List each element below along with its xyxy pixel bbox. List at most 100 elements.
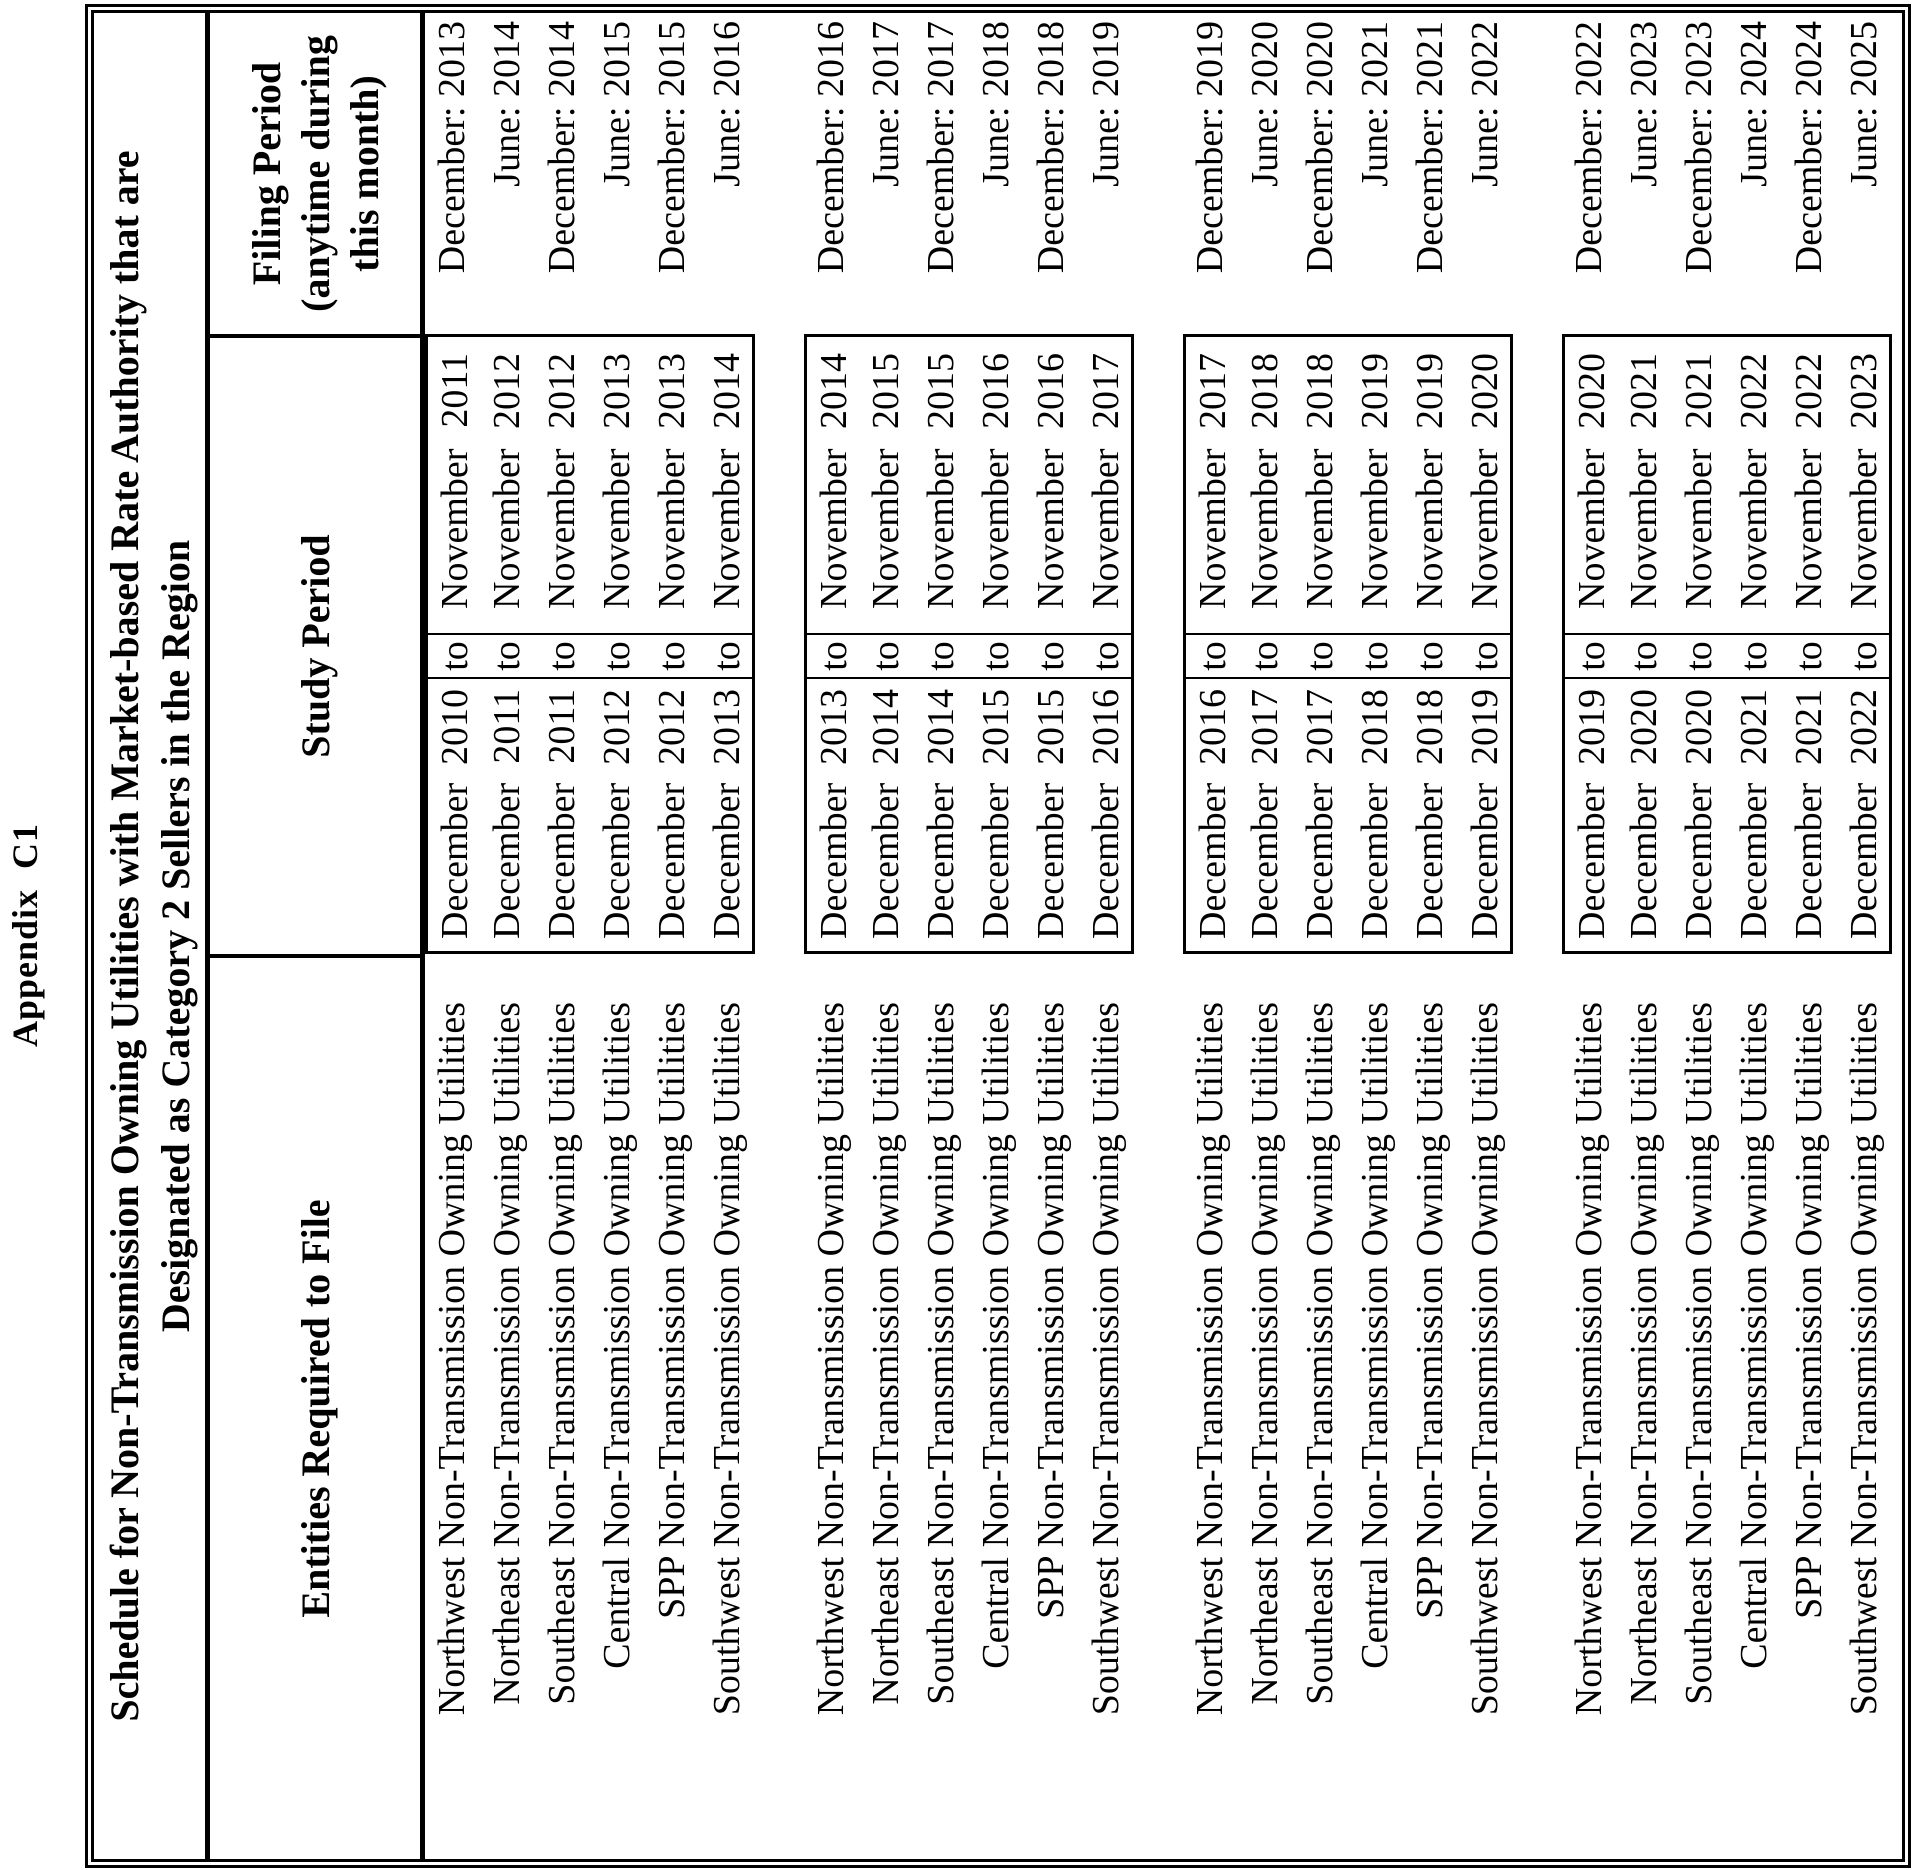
study-period-cell: December 2010 to November 2011 <box>425 334 480 954</box>
study-period-cell: December 2014 to November 2015 <box>914 334 969 954</box>
study-end-segment: November 2018 <box>1238 337 1293 633</box>
study-start-segment: December 2022 <box>1837 679 1889 951</box>
table-title-line2: Designated as Category 2 Sellers in the … <box>153 539 198 1333</box>
study-end-month: November <box>1788 448 1830 609</box>
study-start-segment: December 2012 <box>645 679 700 951</box>
study-start-month: December <box>920 782 962 939</box>
study-start-month: December <box>975 782 1017 939</box>
study-end-month: November <box>1733 448 1775 609</box>
study-start-segment: December 2017 <box>1238 679 1293 951</box>
filing-period-cell: June: 2020 <box>1244 21 1286 187</box>
study-start-year: 2021 <box>1733 689 1775 765</box>
study-end-month: November <box>1464 448 1506 609</box>
study-start-month: December <box>1733 782 1775 939</box>
study-start-year: 2015 <box>975 689 1017 765</box>
entity-cell: Northwest Non-Transmission Owning Utilit… <box>810 1002 852 1716</box>
study-period-cell: December 2019 to November 2020 <box>1562 334 1617 954</box>
study-end-segment: November 2014 <box>700 337 752 633</box>
study-end-year: 2014 <box>813 353 855 429</box>
study-to-label: to <box>859 633 914 679</box>
study-start-segment: December 2011 <box>535 679 590 951</box>
study-start-segment: December 2012 <box>590 679 645 951</box>
table-row: Southeast Non-Transmission Owning Utilit… <box>914 13 969 1859</box>
table-row: Central Non-Transmission Owning Utilitie… <box>590 13 645 1859</box>
study-end-segment: November 2019 <box>1403 337 1458 633</box>
filing-period-cell: December: 2023 <box>1678 21 1720 274</box>
header-filing-line1: Filing Period <box>243 61 289 286</box>
study-start-month: December <box>1354 782 1396 939</box>
study-start-year: 2014 <box>920 689 962 765</box>
filing-period-cell: June: 2023 <box>1623 21 1665 187</box>
entity-cell: Central Non-Transmission Owning Utilitie… <box>1733 1002 1775 1669</box>
study-end-segment: November 2020 <box>1565 337 1617 633</box>
entity-cell: Northeast Non-Transmission Owning Utilit… <box>486 1002 528 1705</box>
study-to-label: to <box>969 633 1024 679</box>
study-end-month: November <box>975 448 1017 609</box>
study-start-month: December <box>1244 782 1286 939</box>
study-to-label: to <box>1024 633 1079 679</box>
study-end-segment: November 2021 <box>1672 337 1727 633</box>
entity-cell: Central Non-Transmission Owning Utilitie… <box>596 1002 638 1669</box>
study-end-month: November <box>541 448 583 609</box>
header-entities: Entities Required to File <box>210 954 420 1859</box>
study-to-label: to <box>535 633 590 679</box>
study-end-year: 2011 <box>434 353 476 428</box>
table-row: Northwest Non-Transmission Owning Utilit… <box>1183 13 1238 1859</box>
study-start-month: December <box>1678 782 1720 939</box>
study-start-month: December <box>813 782 855 939</box>
study-to-label: to <box>1238 633 1293 679</box>
study-end-year: 2013 <box>596 353 638 429</box>
study-to-label: to <box>1565 633 1617 679</box>
study-start-month: December <box>434 782 476 939</box>
study-to-label: to <box>480 633 535 679</box>
study-to-label: to <box>1079 633 1131 679</box>
study-start-year: 2013 <box>706 689 748 765</box>
study-start-year: 2011 <box>486 689 528 764</box>
study-start-segment: December 2021 <box>1782 679 1837 951</box>
filing-period-cell: June: 2018 <box>975 21 1017 187</box>
study-end-segment: November 2022 <box>1782 337 1837 633</box>
study-to-label: to <box>1348 633 1403 679</box>
study-end-year: 2012 <box>486 353 528 429</box>
table-row: Southwest Non-Transmission Owning Utilit… <box>1837 13 1892 1859</box>
study-end-month: November <box>434 448 476 609</box>
study-start-month: December <box>1299 782 1341 939</box>
study-period-cell: December 2012 to November 2013 <box>645 334 700 954</box>
study-end-year: 2016 <box>975 353 1017 429</box>
study-to-label: to <box>1403 633 1458 679</box>
study-end-year: 2015 <box>920 353 962 429</box>
header-filing-line2: (anytime during <box>292 35 338 312</box>
study-end-month: November <box>1678 448 1720 609</box>
filing-period-cell: December: 2024 <box>1788 21 1830 274</box>
table-row: Central Non-Transmission Owning Utilitie… <box>1727 13 1782 1859</box>
study-start-segment: December 2016 <box>1186 679 1238 951</box>
study-to-label: to <box>914 633 969 679</box>
study-start-segment: December 2015 <box>1024 679 1079 951</box>
study-to-label: to <box>1837 633 1889 679</box>
study-start-segment: December 2014 <box>914 679 969 951</box>
study-start-year: 2016 <box>1085 689 1127 765</box>
study-end-segment: November 2022 <box>1727 337 1782 633</box>
study-end-year: 2020 <box>1464 353 1506 429</box>
study-end-segment: November 2017 <box>1079 337 1131 633</box>
filing-period-cell: December: 2021 <box>1409 21 1451 274</box>
table-body: Northwest Non-Transmission Owning Utilit… <box>425 13 1902 1859</box>
study-start-segment: December 2010 <box>428 679 480 951</box>
entity-cell: SPP Non-Transmission Owning Utilities <box>1409 1002 1451 1619</box>
study-end-year: 2023 <box>1843 353 1885 429</box>
study-start-year: 2017 <box>1244 689 1286 765</box>
study-end-month: November <box>706 448 748 609</box>
study-start-year: 2012 <box>596 689 638 765</box>
table-row: Northeast Non-Transmission Owning Utilit… <box>859 13 914 1859</box>
table-row: Central Non-Transmission Owning Utilitie… <box>1348 13 1403 1859</box>
study-end-year: 2017 <box>1192 353 1234 429</box>
table-row: Northwest Non-Transmission Owning Utilit… <box>1562 13 1617 1859</box>
study-end-month: November <box>1843 448 1885 609</box>
study-to-label: to <box>1186 633 1238 679</box>
filing-period-cell: December: 2020 <box>1299 21 1341 274</box>
entity-cell: Southwest Non-Transmission Owning Utilit… <box>1464 1002 1506 1716</box>
study-to-label: to <box>1293 633 1348 679</box>
study-start-month: December <box>1085 782 1127 939</box>
study-end-month: November <box>1623 448 1665 609</box>
filing-period-cell: June: 2014 <box>486 21 528 187</box>
